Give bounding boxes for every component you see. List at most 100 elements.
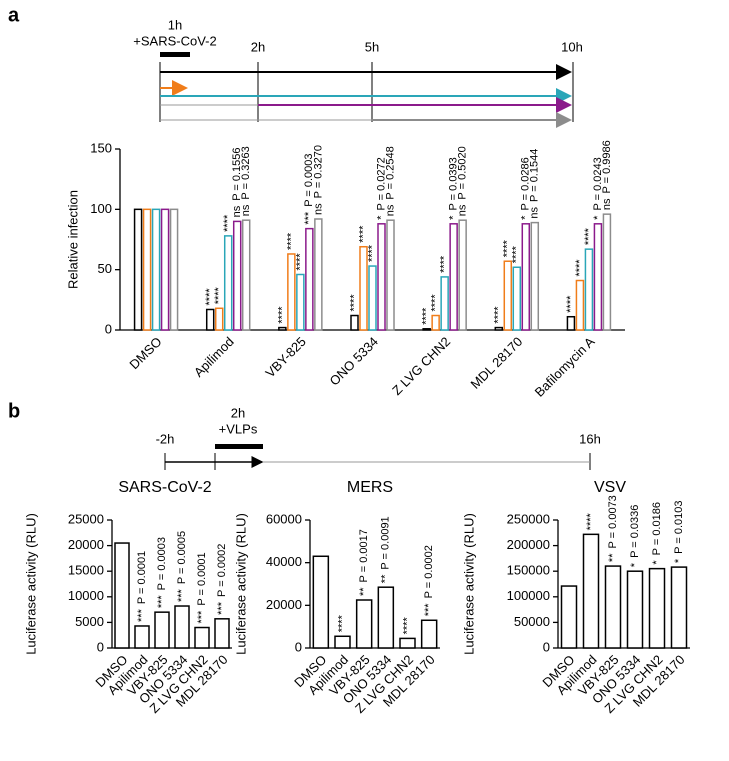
bar: [134, 625, 150, 649]
bar: [386, 219, 395, 331]
p-value: P = 0.0091: [380, 516, 392, 569]
significance: ****: [565, 295, 577, 313]
x-tick-label: VBY-825: [262, 334, 309, 381]
chart-title: SARS-CoV-2: [118, 479, 211, 496]
p-value: P = 0.0002: [423, 545, 435, 598]
significance: *: [592, 215, 604, 220]
y-tick-label: 40000: [266, 554, 302, 569]
p-value: P = 0.3270: [312, 145, 324, 198]
significance: ****: [430, 294, 442, 312]
x-tick-label: Bafilomycin A: [532, 334, 598, 400]
significance: *: [629, 562, 641, 567]
p-value: P = 0.0002: [216, 544, 228, 597]
bar: [160, 208, 170, 331]
bar: [566, 315, 576, 331]
p-value: P = 0.0003: [156, 537, 168, 590]
y-tick-label: 5000: [75, 614, 104, 629]
bar: [512, 266, 522, 331]
p-value: P = 0.1556: [231, 147, 243, 200]
significance: ***: [156, 595, 168, 609]
significance: ns: [231, 205, 243, 217]
timeline-label: +SARS-CoV-2: [133, 33, 216, 48]
y-tick-label: 25000: [68, 511, 104, 526]
timeline-label: 1h: [168, 17, 182, 32]
p-value: P = 0.0186: [651, 502, 663, 555]
significance: ****: [421, 307, 433, 325]
significance: ****: [493, 306, 505, 324]
bar: [241, 219, 251, 331]
significance: ****: [204, 288, 216, 306]
significance: ****: [585, 512, 597, 530]
y-axis-label: Luciferase activity (RLU): [233, 513, 248, 655]
significance: **: [358, 587, 370, 596]
y-tick-label: 50000: [514, 614, 550, 629]
significance: ns: [457, 204, 469, 216]
timeline-label: 2h: [231, 405, 245, 420]
p-value: P = 0.0003: [303, 153, 315, 206]
bar: [431, 314, 440, 331]
bar: [355, 599, 373, 649]
timeline-a: 1h +SARS-CoV-2 2h 5h 10h: [133, 17, 583, 128]
bar: [560, 585, 578, 649]
significance: ****: [276, 306, 288, 324]
bar: [670, 566, 688, 649]
bar: [584, 248, 594, 331]
bar: [142, 208, 152, 331]
p-value: P = 0.1544: [529, 149, 541, 202]
y-tick-label: 20000: [266, 597, 302, 612]
bar: [377, 223, 386, 331]
significance: ****: [222, 214, 234, 232]
timeline-label: -2h: [156, 431, 175, 446]
y-tick-label: 150: [90, 140, 112, 155]
significance: **: [607, 553, 619, 562]
significance: **: [380, 574, 392, 583]
timeline-label: +VLPs: [219, 421, 258, 436]
bar: [194, 626, 210, 649]
significance: ****: [511, 245, 523, 263]
bar: [314, 218, 323, 331]
significance: ****: [294, 253, 306, 271]
bar: [305, 227, 314, 331]
y-tick-label: 0: [97, 639, 104, 654]
y-tick-label: 0: [295, 639, 302, 654]
bar: [133, 208, 143, 331]
y-axis-label: Relative infection: [65, 190, 80, 289]
bar: [174, 605, 190, 649]
chart-title: MERS: [347, 479, 393, 496]
significance: ns: [601, 198, 613, 210]
bar: [350, 314, 359, 331]
significance: *: [520, 215, 532, 220]
significance: *: [448, 215, 460, 220]
significance: ***: [136, 608, 148, 622]
p-value: P = 0.5020: [457, 146, 469, 199]
bar: [214, 307, 224, 331]
significance: ***: [303, 211, 315, 225]
significance: ****: [574, 259, 586, 277]
bar: [114, 542, 130, 649]
bar: [232, 220, 242, 331]
bar: [422, 328, 431, 331]
bar: [287, 253, 296, 331]
x-tick-label: Z LVG CHN2: [389, 334, 453, 398]
p-value: P = 0.2548: [384, 146, 396, 199]
p-value: P = 0.0001: [196, 552, 208, 605]
timeline-label: 2h: [251, 39, 265, 54]
p-value: P = 0.0393: [448, 157, 460, 210]
y-tick-label: 10000: [68, 588, 104, 603]
y-tick-label: 15000: [68, 563, 104, 578]
bar: [582, 533, 600, 649]
bar: [648, 567, 666, 649]
bar: [593, 223, 603, 331]
bar: [377, 586, 395, 649]
p-value: P = 0.0005: [176, 531, 188, 584]
bar: [169, 208, 179, 331]
significance: ***: [176, 588, 188, 602]
bar: [334, 635, 351, 649]
timeline-label: 16h: [579, 431, 601, 446]
bar: [503, 260, 513, 331]
significance: *: [651, 560, 663, 565]
significance: ****: [336, 614, 348, 632]
x-tick-label: Apilimod: [191, 334, 237, 380]
significance: *: [673, 558, 685, 563]
